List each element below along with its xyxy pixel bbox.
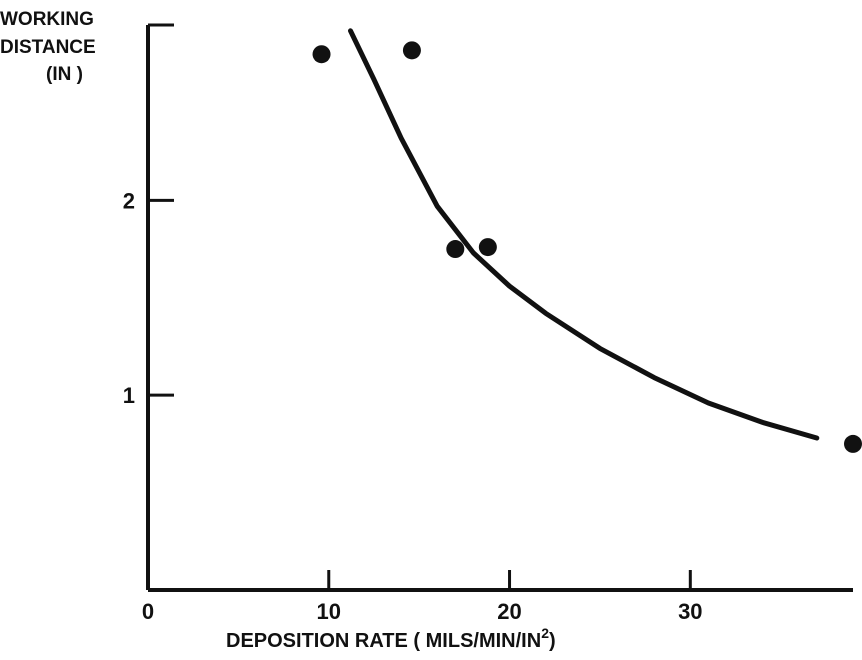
data-point <box>478 238 497 257</box>
y-tick-label: 2 <box>123 188 135 213</box>
x-axis-label: DEPOSITION RATE ( MILS/MIN/IN2) <box>226 625 556 652</box>
x-axis-label-superscript: 2 <box>541 625 549 641</box>
x-axis-label-close: ) <box>549 630 556 652</box>
fitted-curve <box>348 28 820 441</box>
data-point <box>402 41 421 60</box>
data-point <box>312 45 331 64</box>
x-tick-label: 30 <box>678 599 702 624</box>
axes <box>146 25 853 592</box>
x-axis-label-text: DEPOSITION RATE ( MILS/MIN/IN <box>226 630 541 652</box>
x-tick-label: 10 <box>317 599 341 624</box>
x-tick-label: 0 <box>142 599 154 624</box>
y-axis-label-line-1: WORKING <box>0 9 94 30</box>
x-tick-label: 20 <box>497 599 521 624</box>
marks <box>312 28 862 453</box>
y-axis-label-line-3: (IN ) <box>46 64 83 85</box>
y-axis-label-line-2: DISTANCE <box>0 37 96 58</box>
y-tick-label: 1 <box>123 383 135 408</box>
data-point <box>844 434 862 453</box>
data-point <box>446 240 465 259</box>
ticks: 0 10 20 30 1 2 <box>123 23 703 624</box>
